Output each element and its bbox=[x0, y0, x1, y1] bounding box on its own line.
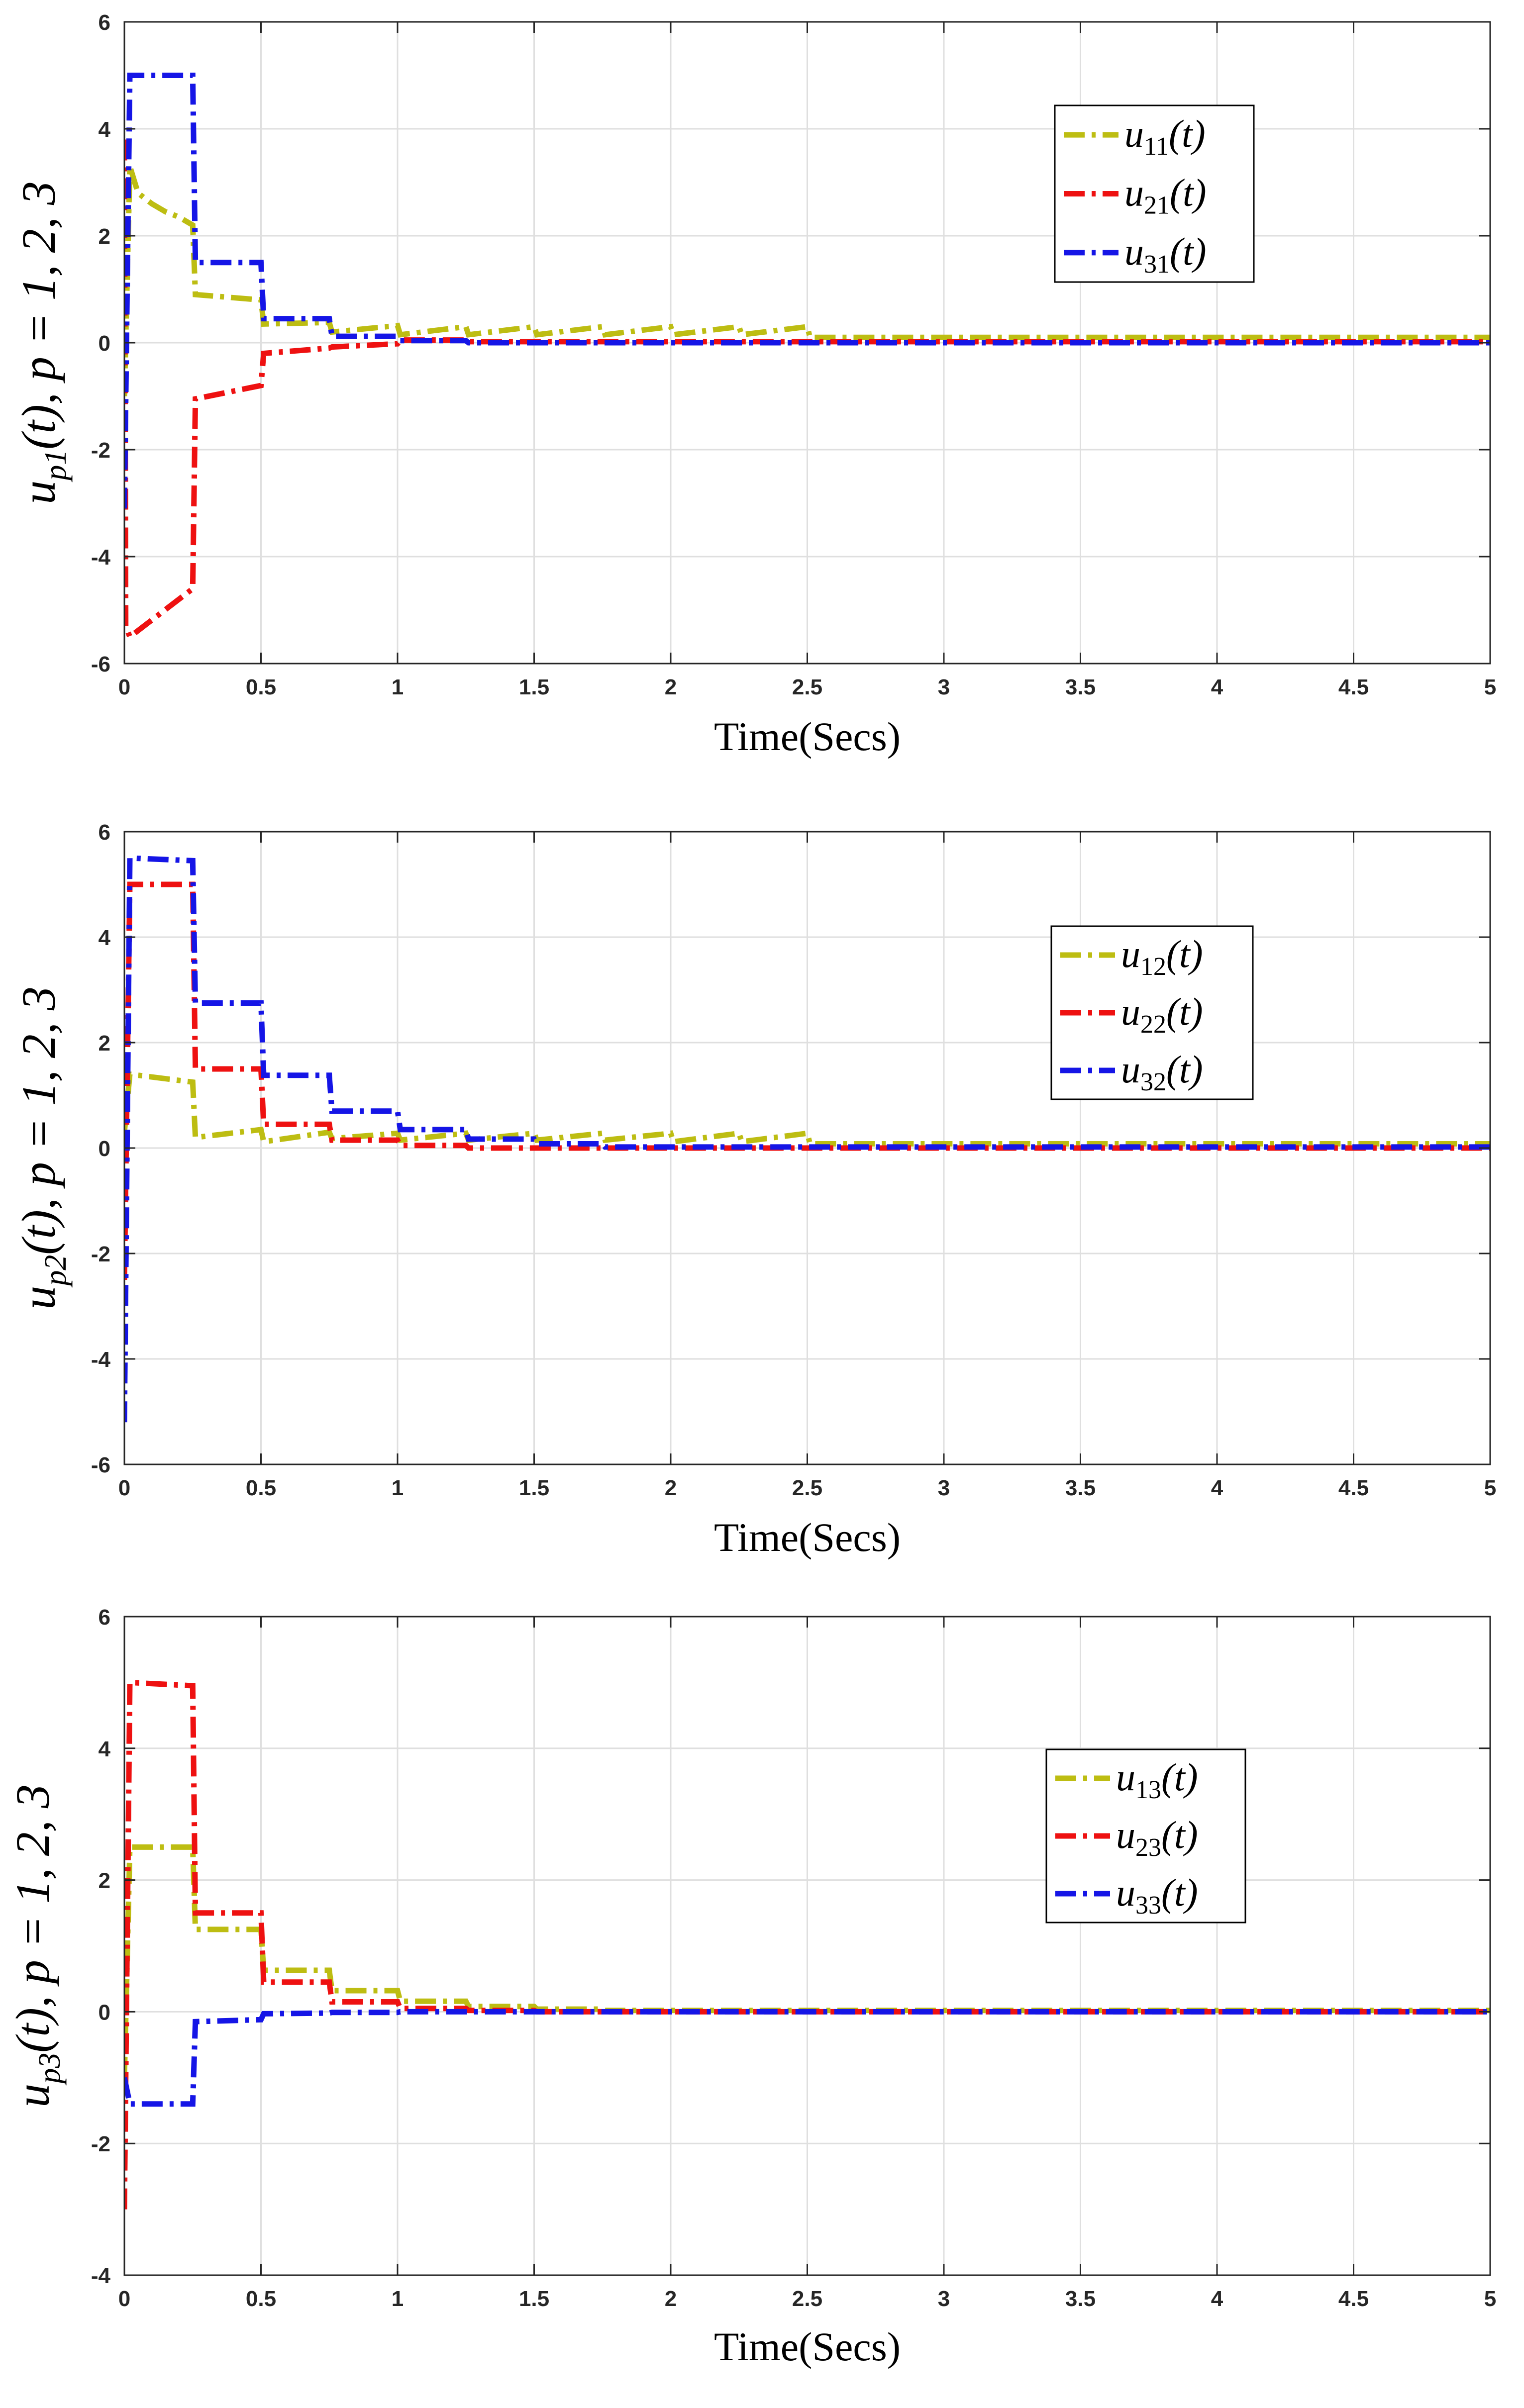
y-axis-label-base: u bbox=[12, 1286, 65, 1310]
x-tick-label: 1.5 bbox=[519, 2287, 549, 2311]
x-tick-label: 3.5 bbox=[1065, 1476, 1096, 1500]
x-tick-label: 2 bbox=[665, 675, 677, 699]
legend: u12(t) u22(t) u32(t) bbox=[1050, 925, 1254, 1100]
series-line-u13t bbox=[124, 1844, 1490, 2078]
x-tick-label: 4.5 bbox=[1338, 1476, 1369, 1500]
y-axis-label-base: u bbox=[12, 481, 65, 504]
legend-box bbox=[1045, 1748, 1246, 1924]
x-tick-label: 0.5 bbox=[246, 2287, 276, 2311]
y-tick-label: 0 bbox=[99, 2000, 110, 2024]
x-tick-label: 2.5 bbox=[792, 675, 822, 699]
series-line-u23t bbox=[124, 1679, 1490, 2210]
x-tick-label: 1 bbox=[392, 1476, 404, 1500]
x-tick-label: 2 bbox=[665, 2287, 677, 2311]
series-line-u11t bbox=[124, 165, 1490, 396]
x-tick-label: 1.5 bbox=[519, 1476, 549, 1500]
legend-label: u33(t) bbox=[1116, 1871, 1198, 1920]
x-tick-label: 1 bbox=[392, 675, 404, 699]
series-line-u32t bbox=[124, 855, 1490, 1423]
x-axis-label: Time(Secs) bbox=[714, 714, 901, 759]
y-axis-label: up3(t), p = 1, 2, 3 bbox=[6, 1784, 67, 2107]
x-tick-label: 1.5 bbox=[519, 675, 549, 699]
panels: 0 0.5 1 1.5 2 2.5 3 3.5 4 4.5 5 -6 -4 -2 0 2 4 6 Time(Secs… bbox=[6, 10, 1496, 2369]
y-tick-label: 6 bbox=[99, 10, 110, 35]
y-axis-label-base: u bbox=[6, 2084, 59, 2108]
x-tick-label: 1 bbox=[392, 2287, 404, 2311]
legend-box bbox=[1054, 104, 1255, 283]
x-tick-label: 4 bbox=[1211, 1476, 1223, 1500]
x-tick-label: 4 bbox=[1211, 675, 1223, 699]
y-axis-label-rest: (t), p = 1, 2, 3 bbox=[6, 1784, 59, 2052]
panel-1: 0 0.5 1 1.5 2 2.5 3 3.5 4 4.5 5 -6 -4 -2 0 2 4 6 Time(Secs… bbox=[12, 10, 1496, 759]
legend-label: u12(t) bbox=[1121, 932, 1203, 981]
x-tick-label: 0 bbox=[118, 2287, 130, 2311]
y-tick-label: -6 bbox=[91, 652, 110, 676]
y-tick-label: 2 bbox=[99, 1031, 110, 1056]
legend-label: u23(t) bbox=[1116, 1813, 1198, 1862]
legend-label: u31(t) bbox=[1124, 230, 1207, 279]
x-tick-label: 0.5 bbox=[246, 1476, 276, 1500]
y-tick-label: -4 bbox=[91, 545, 111, 570]
series-group bbox=[124, 73, 1490, 642]
x-tick-label: 0 bbox=[118, 1476, 130, 1500]
series-line-u31t bbox=[124, 73, 1490, 509]
x-tick-label: 0.5 bbox=[246, 675, 276, 699]
y-axis-label: up1(t), p = 1, 2, 3 bbox=[12, 181, 73, 504]
series-line-u33t bbox=[124, 2009, 1490, 2107]
x-tick-label: 3 bbox=[938, 2287, 950, 2311]
x-tick-label: 4 bbox=[1211, 2287, 1223, 2311]
y-axis-label-rest: (t), p = 1, 2, 3 bbox=[12, 181, 65, 449]
y-tick-label: 4 bbox=[99, 926, 111, 950]
y-axis-label: up2(t), p = 1, 2, 3 bbox=[12, 986, 73, 1309]
legend-box bbox=[1050, 925, 1254, 1100]
x-axis-label: Time(Secs) bbox=[714, 1515, 901, 1560]
y-tick-label: -6 bbox=[91, 1453, 110, 1477]
y-tick-label: 4 bbox=[99, 117, 111, 142]
y-axis-label-subscript: p3 bbox=[33, 2053, 67, 2086]
x-tick-label: 2 bbox=[665, 1476, 677, 1500]
y-tick-label: -2 bbox=[91, 2132, 110, 2156]
y-tick-label: 0 bbox=[99, 1137, 110, 1161]
y-tick-label: 2 bbox=[99, 224, 110, 249]
y-axis-label-subscript: p2 bbox=[39, 1255, 73, 1288]
legend-label: u13(t) bbox=[1116, 1755, 1198, 1804]
x-tick-label: 3.5 bbox=[1065, 2287, 1096, 2311]
series-group bbox=[124, 1679, 1490, 2210]
panel-2: 0 0.5 1 1.5 2 2.5 3 3.5 4 4.5 5 -6 -4 -2 0 2 4 6 Time(Secs… bbox=[12, 820, 1496, 1560]
x-tick-label: 2.5 bbox=[792, 1476, 822, 1500]
y-tick-label: 0 bbox=[99, 331, 110, 356]
x-tick-label: 2.5 bbox=[792, 2287, 822, 2311]
legend: u11(t) u21(t) u31(t) bbox=[1054, 104, 1255, 283]
series-group bbox=[124, 855, 1490, 1423]
x-tick-label: 0 bbox=[118, 675, 130, 699]
y-axis-label-rest: (t), p = 1, 2, 3 bbox=[12, 986, 65, 1254]
y-tick-label: -4 bbox=[91, 2264, 111, 2288]
x-tick-label: 3.5 bbox=[1065, 675, 1096, 699]
x-tick-label: 5 bbox=[1484, 675, 1496, 699]
y-tick-label: 6 bbox=[99, 1605, 110, 1630]
x-axis-label: Time(Secs) bbox=[714, 2324, 901, 2369]
legend-label: u11(t) bbox=[1124, 112, 1206, 161]
legend-label: u32(t) bbox=[1121, 1048, 1203, 1096]
x-tick-label: 3 bbox=[938, 1476, 950, 1500]
x-tick-label: 5 bbox=[1484, 2287, 1496, 2311]
legend-label: u21(t) bbox=[1124, 171, 1207, 220]
x-tick-label: 4.5 bbox=[1338, 675, 1369, 699]
y-tick-label: 6 bbox=[99, 820, 110, 845]
y-axis-label-subscript: p1 bbox=[39, 450, 73, 482]
y-tick-label: 4 bbox=[99, 1737, 111, 1761]
legend: u13(t) u23(t) u33(t) bbox=[1045, 1748, 1246, 1924]
x-tick-label: 3 bbox=[938, 675, 950, 699]
panel-3: 0 0.5 1 1.5 2 2.5 3 3.5 4 4.5 5 -4 -2 0 2 4 6 Time(Secs) u… bbox=[6, 1605, 1496, 2369]
x-tick-label: 5 bbox=[1484, 1476, 1496, 1500]
legend-label: u22(t) bbox=[1121, 990, 1203, 1039]
y-tick-label: -2 bbox=[91, 438, 110, 463]
x-tick-label: 4.5 bbox=[1338, 2287, 1369, 2311]
y-tick-label: -2 bbox=[91, 1242, 110, 1266]
y-tick-label: 2 bbox=[99, 1869, 110, 1893]
y-tick-label: -4 bbox=[91, 1348, 111, 1372]
